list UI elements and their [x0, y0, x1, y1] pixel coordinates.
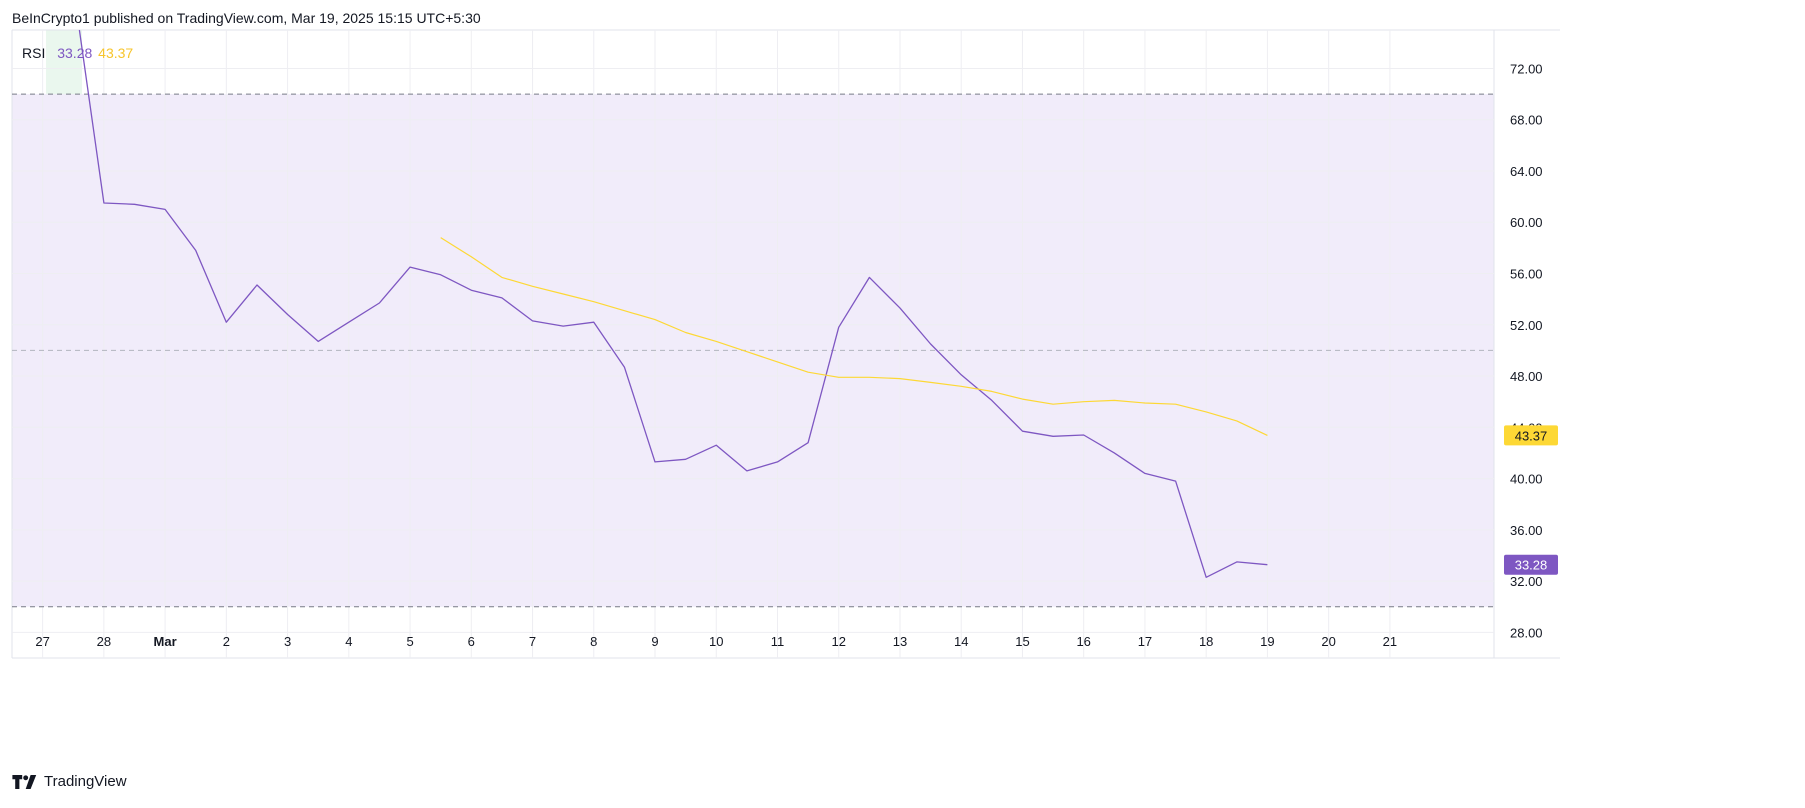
x-tick-label: 20	[1321, 634, 1335, 649]
ma-value-badge	[1504, 425, 1558, 446]
legend-indicator-name: RSI	[22, 45, 46, 61]
tradingview-logo-icon	[12, 774, 37, 789]
y-tick-label: 52.00	[1510, 318, 1543, 333]
y-tick-label: 36.00	[1510, 523, 1543, 538]
x-tick-label: 16	[1076, 634, 1090, 649]
x-tick-label: 2	[223, 634, 230, 649]
y-tick-label: 48.00	[1510, 369, 1543, 384]
rsi-value-badge-label: 33.28	[1515, 558, 1548, 573]
rsi-line[interactable]	[78, 29, 1268, 578]
x-tick-label: 11	[771, 634, 785, 649]
x-tick-label: 8	[590, 634, 597, 649]
x-tick-label: 15	[1015, 634, 1029, 649]
x-tick-label: 13	[893, 634, 907, 649]
tradingview-brand[interactable]: TradingView	[12, 773, 127, 790]
x-tick-label: 18	[1199, 634, 1213, 649]
rsi-value-badge	[1504, 554, 1558, 575]
x-tick-label: 14	[954, 634, 968, 649]
overbought-highlight	[46, 30, 82, 95]
brand-name: TradingView	[44, 773, 127, 790]
x-tick-label: 4	[345, 634, 352, 649]
y-tick-label: 40.00	[1510, 472, 1543, 487]
y-tick-label: 56.00	[1510, 267, 1543, 282]
x-tick-label: 19	[1260, 634, 1274, 649]
y-tick-label: 60.00	[1510, 215, 1543, 230]
x-tick-label: 3	[284, 634, 291, 649]
y-tick-label: 68.00	[1510, 113, 1543, 128]
y-tick-label: 32.00	[1510, 574, 1543, 589]
x-tick-label: 12	[832, 634, 846, 649]
x-tick-label: 9	[651, 634, 658, 649]
indicator-legend[interactable]: RSI 33.28 43.37	[22, 45, 133, 61]
y-tick-label: 64.00	[1510, 164, 1543, 179]
legend-rsi-value: 33.28	[57, 45, 93, 61]
publisher-header: BeInCrypto1 published on TradingView.com…	[12, 10, 481, 26]
x-tick-label: 21	[1383, 634, 1397, 649]
x-tick-label: 27	[35, 634, 49, 649]
x-tick-label: 6	[468, 634, 475, 649]
x-tick-label: 7	[529, 634, 536, 649]
legend-ma-value: 43.37	[98, 45, 134, 61]
x-tick-label: 5	[406, 634, 413, 649]
x-tick-label: 28	[97, 634, 111, 649]
x-tick-label: 10	[709, 634, 723, 649]
y-tick-label: 28.00	[1510, 625, 1543, 640]
x-tick-label: 17	[1138, 634, 1152, 649]
x-tick-label: Mar	[154, 634, 177, 649]
ma-value-badge-label: 43.37	[1515, 428, 1548, 443]
rsi-ma-line[interactable]	[440, 237, 1268, 436]
y-tick-label: 72.00	[1510, 61, 1543, 76]
